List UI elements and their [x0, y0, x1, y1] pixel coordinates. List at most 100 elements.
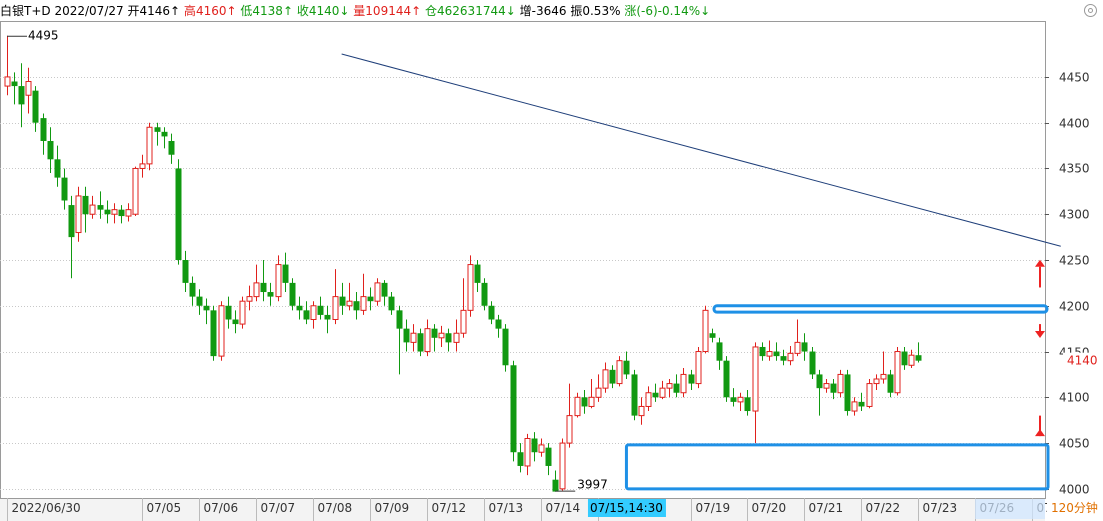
open-interest-label: 仓	[425, 4, 438, 18]
candle-body	[132, 167, 139, 215]
candle-body	[317, 305, 324, 315]
candle-body	[595, 387, 602, 398]
candle-body	[844, 374, 851, 412]
candle-down	[481, 278, 488, 311]
last-price-box	[1063, 352, 1099, 369]
candle-up	[680, 368, 687, 398]
candle-body	[545, 447, 552, 466]
candle-body	[182, 260, 189, 283]
candle-up	[851, 397, 858, 416]
candle-down	[381, 280, 388, 306]
change-percent: -0.14%	[657, 4, 701, 18]
candle-body	[75, 195, 82, 234]
candle-body	[773, 351, 780, 357]
candle-body	[759, 346, 766, 357]
candle-down	[816, 369, 823, 416]
candle-up	[146, 122, 153, 171]
support-box	[624, 443, 1050, 491]
candle-up	[360, 273, 367, 315]
candle-body	[894, 351, 901, 394]
candle-down	[82, 186, 89, 233]
candle-body	[794, 341, 801, 354]
candle-down	[502, 324, 509, 372]
candle-body	[146, 126, 153, 165]
candle-body	[218, 305, 225, 357]
candle-down	[168, 133, 175, 164]
candle-down	[417, 328, 424, 357]
candle-down	[623, 351, 630, 379]
quote-header: 白银T+D 2022/07/27 开4146↑ 高4160↑ 低4138↑ 收4…	[0, 0, 1080, 22]
y-tick-label: 4100	[1059, 391, 1090, 405]
high-label: 高	[183, 4, 196, 18]
candle-down	[445, 328, 452, 352]
candle-up	[438, 325, 445, 347]
candle-up	[873, 374, 880, 390]
cursor-time-box	[587, 499, 666, 517]
candle-down	[267, 282, 274, 306]
candle-down	[353, 292, 360, 320]
candle-up	[467, 255, 474, 317]
candle-down	[47, 127, 54, 174]
candle-body	[666, 383, 673, 389]
candle-body	[695, 351, 702, 385]
candle-up	[880, 351, 887, 384]
amplitude-value: 0.53%	[582, 4, 621, 18]
candle-down	[189, 276, 196, 306]
period-box	[1047, 499, 1103, 519]
candle-body	[424, 328, 431, 353]
candle-down	[531, 432, 538, 462]
candle-body	[125, 209, 132, 217]
y-tick-label: 4300	[1059, 208, 1090, 222]
candle-down	[673, 374, 680, 398]
candle-down	[552, 470, 559, 492]
candle-body	[744, 397, 751, 412]
candle-down	[887, 369, 894, 398]
oi-change-label: 增	[519, 4, 532, 18]
candle-body	[232, 319, 239, 325]
candle-down	[730, 388, 737, 407]
candle-body	[82, 195, 89, 215]
candle-body	[574, 396, 581, 417]
candle-up	[424, 319, 431, 357]
candle-body	[652, 392, 659, 398]
candle-body	[880, 373, 887, 380]
candle-down	[97, 191, 104, 219]
candle-down	[830, 379, 837, 400]
candle-down	[324, 305, 331, 334]
candle-down	[688, 369, 695, 390]
x-tick-label: 07/08	[318, 501, 353, 515]
candle-up	[275, 255, 282, 302]
candle-body	[609, 369, 616, 384]
x-tick-label: 07/05	[147, 501, 182, 515]
candle-down	[339, 282, 346, 315]
y-tick-label: 4200	[1059, 300, 1090, 314]
open-label: 开	[127, 4, 140, 18]
candle-up	[737, 392, 744, 412]
candle-body	[816, 374, 823, 389]
candle-body	[410, 332, 417, 343]
high-arrow-icon: ↑	[226, 4, 237, 18]
amplitude-label: 振	[570, 4, 583, 18]
x-tick-label: 07/22	[866, 501, 901, 515]
oi-change-value: -3646	[531, 4, 567, 18]
arrow-up-icon	[1035, 259, 1045, 267]
resistance-box	[712, 304, 1049, 314]
candle-body	[353, 301, 360, 311]
candle-down	[18, 63, 25, 128]
x-tick-label: 07/20	[752, 501, 787, 515]
x-tick-label: 07/19	[696, 501, 731, 515]
scroll-toggle-icon[interactable]	[1084, 4, 1097, 17]
candle-body	[702, 309, 709, 353]
candle-body	[360, 296, 367, 311]
x-tick-label: 2022/06/30	[12, 501, 81, 515]
close-label: 收	[296, 4, 309, 18]
candle-down	[196, 289, 203, 315]
candle-body	[723, 360, 730, 398]
candle-down	[303, 301, 310, 325]
candle-down	[104, 200, 111, 224]
candle-down	[32, 86, 39, 132]
current-range-highlight	[975, 499, 1045, 519]
candle-body	[374, 282, 381, 302]
candle-down	[40, 113, 47, 155]
